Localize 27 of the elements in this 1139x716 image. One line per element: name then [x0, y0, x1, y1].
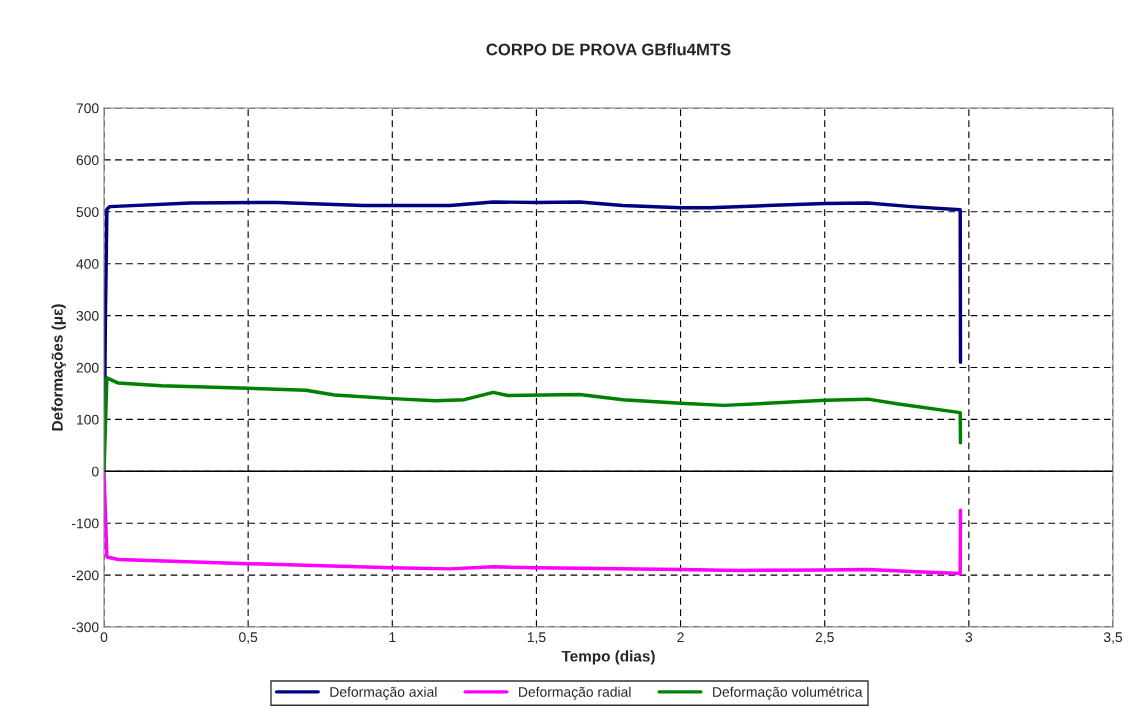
line-series: [104, 376, 963, 474]
legend-label: Deformação axial: [330, 686, 437, 700]
x-tick-label: 3,5: [1103, 632, 1123, 644]
legend-label: Deformação volumétrica: [713, 686, 863, 700]
x-tick-label: 1: [389, 632, 396, 642]
y-tick-label: -200: [71, 570, 99, 581]
y-tick-label: 100: [77, 414, 99, 425]
legend-label: Deformação radial: [519, 686, 631, 700]
y-axis-title: Deformações (με): [51, 304, 66, 431]
y-tick-label: 400: [76, 259, 99, 269]
x-tick-label: 3: [965, 632, 973, 643]
y-tick-label: -100: [71, 518, 99, 529]
y-tick-label: -300: [71, 622, 99, 633]
chart-title: CORPO DE PROVA GBflu4MTS: [486, 43, 731, 56]
x-tick-label: 2,5: [815, 632, 834, 644]
x-tick-label: 0,5: [239, 632, 258, 644]
y-tick-label: 0: [91, 466, 99, 477]
y-tick-label: 700: [76, 103, 99, 114]
x-tick-label: 0: [100, 632, 108, 643]
line-series: [104, 469, 963, 576]
y-tick-label: 500: [76, 207, 99, 217]
y-tick-label: 200: [76, 362, 99, 373]
x-tick-label: 1,5: [527, 632, 546, 644]
x-axis-title: Tempo (dias): [561, 650, 655, 665]
y-tick-label: 300: [76, 310, 99, 321]
y-tick-label: 600: [76, 155, 99, 166]
x-tick-label: 2: [677, 632, 684, 642]
